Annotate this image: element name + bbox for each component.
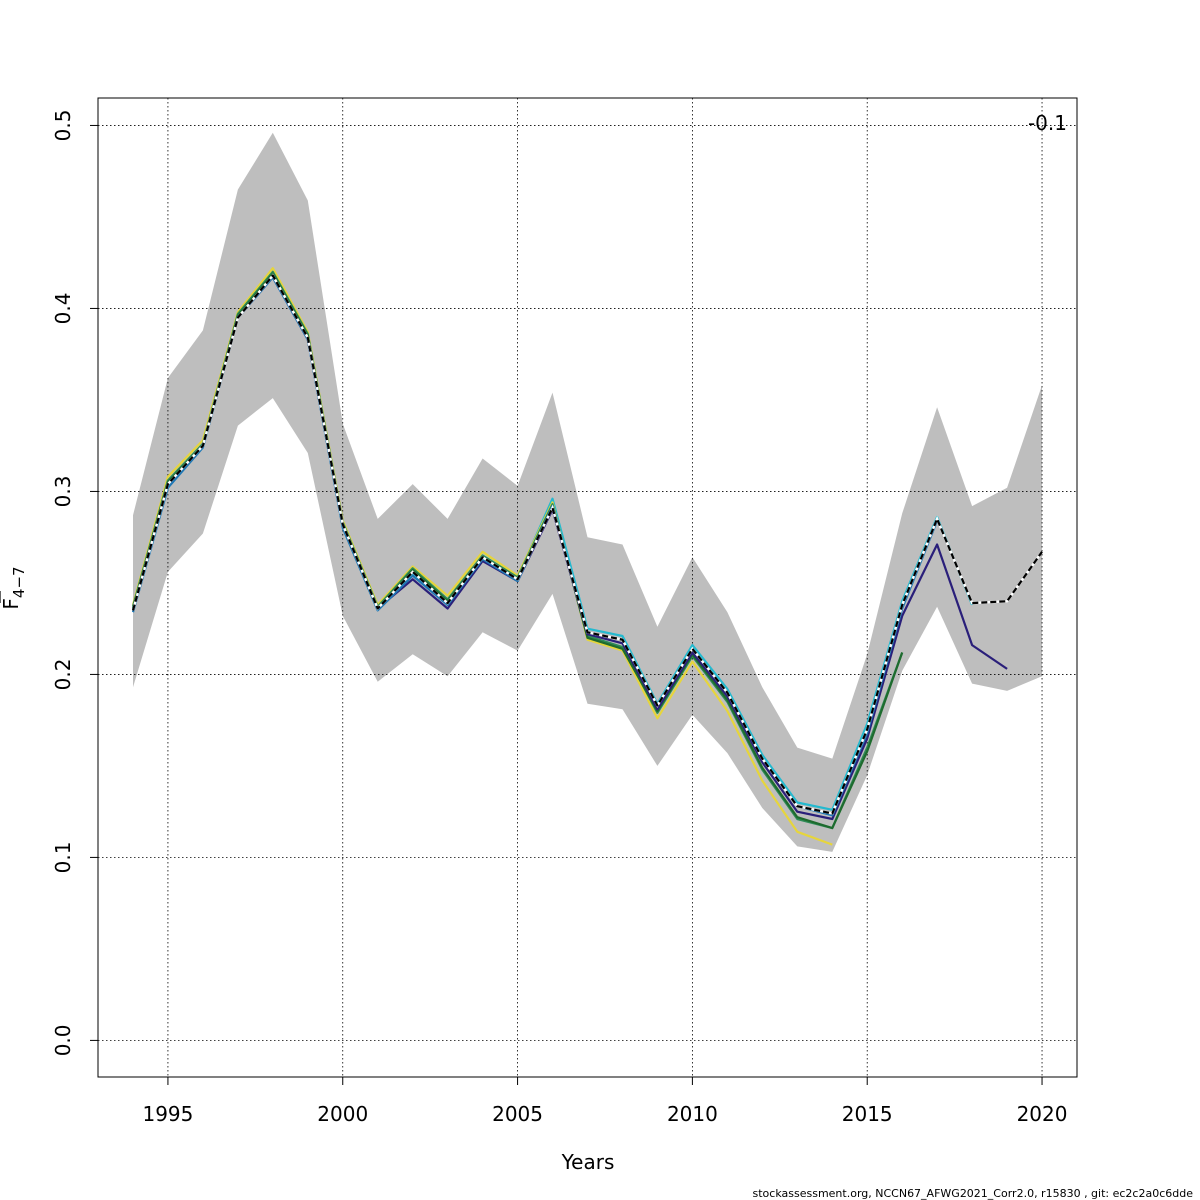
y-tick-label: 0.3 (51, 476, 75, 508)
svg-text:F4−7: F4−7 (0, 566, 28, 609)
series-line (131, 274, 1043, 815)
footer-credit: stockassessment.org, NCCN67_AFWG2021_Cor… (753, 1187, 1194, 1200)
grid-layer (98, 98, 1077, 1077)
y-tick-label: 0.2 (51, 659, 75, 691)
plot-frame (97, 97, 1078, 1078)
y-tick-label: 0.4 (51, 293, 75, 325)
y-axis-title-subscript: 4−7 (10, 566, 28, 598)
annotation-label: -0.1 (1028, 111, 1067, 135)
series-layer (131, 267, 1043, 846)
x-tick-label: 2020 (1017, 1102, 1068, 1126)
x-tick-label: 2000 (317, 1102, 368, 1126)
x-tick-label: 2005 (492, 1102, 543, 1126)
confidence-band-layer (133, 132, 1042, 852)
x-axis-title: Years (561, 1150, 615, 1174)
y-tick-label: 0.0 (51, 1024, 75, 1056)
y-axis-title-main: F (0, 598, 23, 610)
y-tick-label: 0.1 (51, 842, 75, 874)
y-axis-title: F4−7 (0, 566, 28, 610)
y-tick-label: 0.5 (51, 110, 75, 142)
x-tick-label: 2015 (842, 1102, 893, 1126)
x-tick-label: 2010 (667, 1102, 718, 1126)
confidence-band (133, 132, 1042, 852)
axis-layer: 1995 2000 2005 2010 2015 2020 0.0 0.1 0.2 0.3 0.4 0… (51, 110, 1067, 1126)
series-line (131, 267, 833, 846)
x-tick-label: 1995 (142, 1102, 193, 1126)
